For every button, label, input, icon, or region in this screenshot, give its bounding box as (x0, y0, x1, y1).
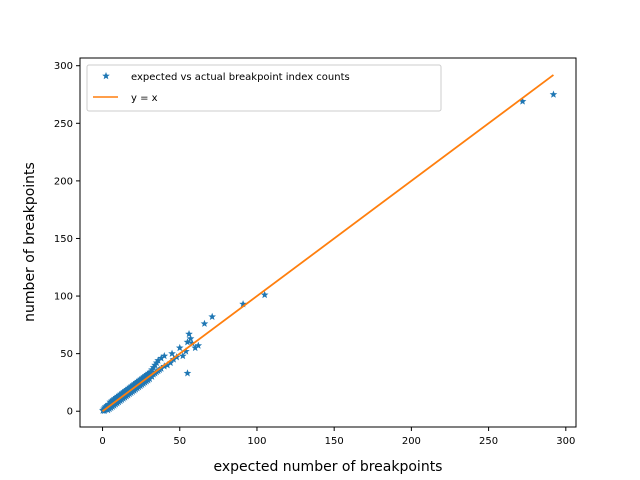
scatter-point (185, 330, 193, 338)
scatter-point (549, 90, 558, 98)
x-tick-label: 250 (479, 436, 498, 447)
plot-frame (79, 57, 577, 428)
x-tick-label: 300 (556, 436, 575, 447)
scatter-point (160, 351, 169, 360)
scatter-point (239, 300, 247, 308)
scatter-point (208, 312, 216, 321)
scatter-point (260, 290, 269, 299)
y-tick-label: 100 (54, 292, 73, 303)
y-axis-title: number of breakpoints (22, 162, 38, 322)
x-axis: 0 50 100 150 200 250 300 (99, 427, 575, 447)
y-tick-label: 200 (54, 176, 73, 187)
scatter-point (191, 343, 199, 352)
legend-box (86, 64, 442, 112)
scatter-point (168, 349, 176, 357)
legend-label-scatter: expected vs actual breakpoint index coun… (131, 72, 350, 83)
y-tick-label: 150 (54, 234, 73, 245)
scatter-point (188, 339, 196, 347)
y-tick-label: 300 (54, 61, 73, 72)
plot-layer (99, 74, 558, 415)
y-axis: 0 50 100 150 200 250 300 (54, 61, 80, 418)
scatter-point (200, 319, 209, 327)
scatter-point (163, 361, 172, 369)
y-tick-label: 250 (54, 119, 73, 130)
y-tick-label: 50 (60, 349, 73, 360)
scatter-point (175, 343, 184, 352)
legend-label-line: y = x (131, 93, 158, 104)
scatter-point (179, 351, 187, 360)
scatter-point (166, 358, 175, 367)
legend: expected vs actual breakpoint index coun… (86, 64, 442, 112)
x-axis-title: expected number of breakpoints (214, 459, 443, 475)
legend-star-icon (102, 72, 110, 80)
x-tick-label: 200 (402, 436, 421, 447)
y-tick-label: 0 (67, 407, 73, 418)
scatter-point (183, 338, 192, 346)
scatter-point (183, 369, 192, 377)
scatter-point (182, 347, 190, 355)
identity-line (102, 74, 554, 412)
scatter-point (186, 334, 195, 342)
scatter-point (145, 374, 154, 383)
scatter-point (154, 356, 162, 364)
x-tick-label: 150 (325, 436, 344, 447)
scatter-point (194, 341, 203, 349)
x-tick-label: 100 (247, 436, 266, 447)
legend-star-marker (102, 72, 110, 80)
x-tick-label: 0 (99, 436, 105, 447)
x-tick-label: 50 (173, 436, 186, 447)
scatter-point (157, 354, 166, 362)
scatter-point (518, 97, 527, 105)
